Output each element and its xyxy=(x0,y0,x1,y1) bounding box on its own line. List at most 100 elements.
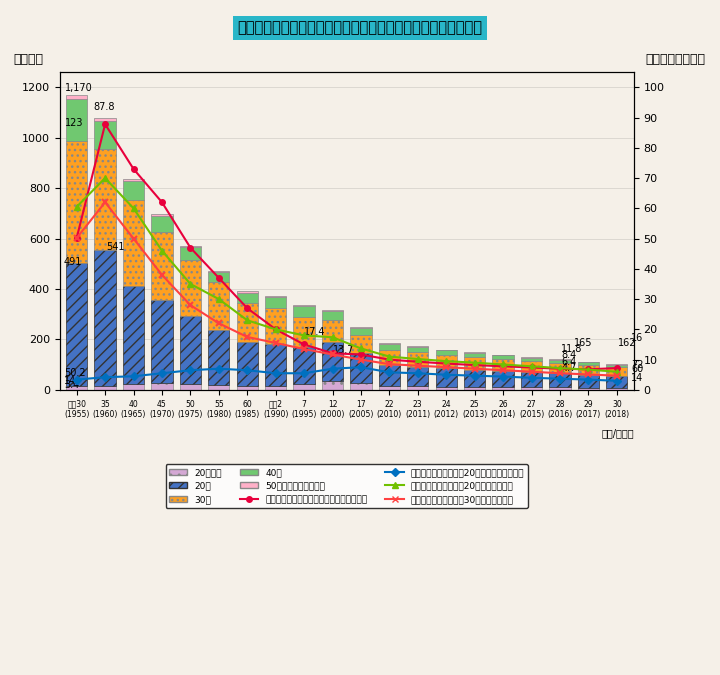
Bar xyxy=(464,353,485,357)
Bar xyxy=(549,363,570,373)
人工妊娠中絶実施率（30代）（右目盛） xyxy=(584,371,593,379)
Text: 4.7: 4.7 xyxy=(562,363,577,373)
人工妊娠中絶実施率（20歳未満）（右目盛） xyxy=(470,372,479,380)
Bar xyxy=(322,342,343,381)
Bar xyxy=(180,259,201,317)
Bar xyxy=(294,317,315,347)
Bar xyxy=(464,357,485,370)
Bar xyxy=(492,355,514,359)
Bar xyxy=(265,308,287,344)
Legend: 20歳未満, 20代, 30代, 40代, 50歳以上及び年齢不詳, 人工妊娠中絶実施率（年齢計）（右目盛）, 人工妊娠中絶実施率（20歳未満）（右目盛）, 人: 20歳未満, 20代, 30代, 40代, 50歳以上及び年齢不詳, 人工妊娠中… xyxy=(166,464,528,508)
Bar xyxy=(151,232,173,300)
Bar xyxy=(407,352,428,367)
Bar xyxy=(606,376,627,388)
人工妊娠中絶実施率（20歳未満）（右目盛） xyxy=(215,364,223,373)
人工妊娠中絶実施率（年齢計）（右目盛） xyxy=(328,349,337,357)
人工妊娠中絶実施率（年齢計）（右目盛） xyxy=(470,361,479,369)
Text: 14: 14 xyxy=(64,377,76,386)
人工妊娠中絶実施率（20歳未満）（右目盛） xyxy=(129,372,138,380)
Bar xyxy=(294,384,315,390)
Line: 人工妊娠中絶実施率（20歳未満）（右目盛）: 人工妊娠中絶実施率（20歳未満）（右目盛） xyxy=(74,364,620,383)
Bar xyxy=(180,384,201,390)
人工妊娠中絶実施率（30代）（右目盛） xyxy=(129,234,138,242)
Text: （千件）: （千件） xyxy=(14,53,44,65)
Bar xyxy=(180,317,201,384)
Bar xyxy=(492,371,514,387)
人工妊娠中絶実施率（20代）（右目盛） xyxy=(499,360,508,369)
人工妊娠中絶実施率（20歳未満）（右目盛） xyxy=(158,369,166,377)
人工妊娠中絶実施率（20代）（右目盛） xyxy=(356,344,365,352)
Bar xyxy=(94,386,116,390)
人工妊娠中絶実施率（30代）（右目盛） xyxy=(101,198,109,207)
人工妊娠中絶実施率（20代）（右目盛） xyxy=(271,325,280,333)
人工妊娠中絶実施率（30代）（右目盛） xyxy=(556,369,564,377)
Bar xyxy=(237,302,258,342)
人工妊娠中絶実施率（30代）（右目盛） xyxy=(328,350,337,358)
人工妊娠中絶実施率（30代）（右目盛） xyxy=(413,362,422,370)
人工妊娠中絶実施率（年齢計）（右目盛） xyxy=(215,274,223,282)
Bar xyxy=(322,381,343,390)
人工妊娠中絶実施率（年齢計）（右目盛） xyxy=(499,362,508,371)
Bar xyxy=(407,346,428,347)
Text: 3.4: 3.4 xyxy=(64,380,79,390)
人工妊娠中絶実施率（年齢計）（右目盛） xyxy=(300,340,308,348)
Bar xyxy=(379,365,400,386)
人工妊娠中絶実施率（30代）（右目盛） xyxy=(300,345,308,353)
Bar xyxy=(265,386,287,390)
人工妊娠中絶実施率（20歳未満）（右目盛） xyxy=(186,366,194,374)
Bar xyxy=(265,344,287,386)
Bar xyxy=(66,142,87,263)
Bar xyxy=(237,386,258,390)
Text: 491: 491 xyxy=(64,257,82,267)
Bar xyxy=(322,321,343,342)
人工妊娠中絶実施率（30代）（右目盛） xyxy=(243,333,251,341)
Bar xyxy=(351,327,372,328)
Text: 72: 72 xyxy=(631,360,644,370)
人工妊娠中絶実施率（年齢計）（右目盛） xyxy=(271,325,280,333)
Bar xyxy=(123,179,144,182)
Bar xyxy=(521,357,542,358)
人工妊娠中絶実施率（20歳未満）（右目盛） xyxy=(356,363,365,371)
Bar xyxy=(577,365,599,375)
Bar xyxy=(151,300,173,383)
Text: 165: 165 xyxy=(574,338,593,348)
人工妊娠中絶実施率（20歳未満）（右目盛） xyxy=(556,375,564,383)
Bar xyxy=(265,298,287,308)
Bar xyxy=(151,217,173,232)
Text: 60: 60 xyxy=(631,364,643,374)
Text: （女子人口千対）: （女子人口千対） xyxy=(645,53,706,65)
Bar xyxy=(123,384,144,390)
Text: 123: 123 xyxy=(66,118,84,128)
人工妊娠中絶実施率（年齢計）（右目盛） xyxy=(385,356,394,364)
Text: 11.8: 11.8 xyxy=(562,344,582,354)
Bar xyxy=(379,344,400,350)
Text: 13.7: 13.7 xyxy=(333,346,354,355)
Bar xyxy=(294,347,315,384)
Bar xyxy=(351,328,372,335)
Bar xyxy=(606,388,627,390)
人工妊娠中絶実施率（年齢計）（右目盛） xyxy=(356,350,365,358)
人工妊娠中絶実施率（20代）（右目盛） xyxy=(328,333,337,342)
人工妊娠中絶実施率（20代）（右目盛） xyxy=(584,366,593,374)
Line: 人工妊娠中絶実施率（20代）（右目盛）: 人工妊娠中絶実施率（20代）（右目盛） xyxy=(74,176,620,375)
人工妊娠中絶実施率（30代）（右目盛） xyxy=(613,372,621,380)
人工妊娠中絶実施率（20歳未満）（右目盛） xyxy=(385,369,394,377)
人工妊娠中絶実施率（年齢計）（右目盛） xyxy=(158,198,166,207)
人工妊娠中絶実施率（年齢計）（右目盛） xyxy=(413,358,422,366)
人工妊娠中絶実施率（年齢計）（右目盛） xyxy=(442,360,451,368)
人工妊娠中絶実施率（20歳未満）（右目盛） xyxy=(300,369,308,377)
人工妊娠中絶実施率（年齢計）（右目盛） xyxy=(243,304,251,313)
人工妊娠中絶実施率（30代）（右目盛） xyxy=(470,364,479,373)
人工妊娠中絶実施率（20代）（右目盛） xyxy=(243,317,251,325)
人工妊娠中絶実施率（20代）（右目盛） xyxy=(73,202,81,211)
人工妊娠中絶実施率（20歳未満）（右目盛） xyxy=(584,375,593,383)
Bar xyxy=(464,387,485,390)
Bar xyxy=(237,292,258,302)
人工妊娠中絶実施率（20代）（右目盛） xyxy=(385,352,394,360)
人工妊娠中絶実施率（30代）（右目盛） xyxy=(271,339,280,347)
Bar xyxy=(436,350,457,355)
Bar xyxy=(351,352,372,383)
Text: 14: 14 xyxy=(631,373,643,383)
人工妊娠中絶実施率（20代）（右目盛） xyxy=(101,174,109,182)
Bar xyxy=(351,383,372,390)
